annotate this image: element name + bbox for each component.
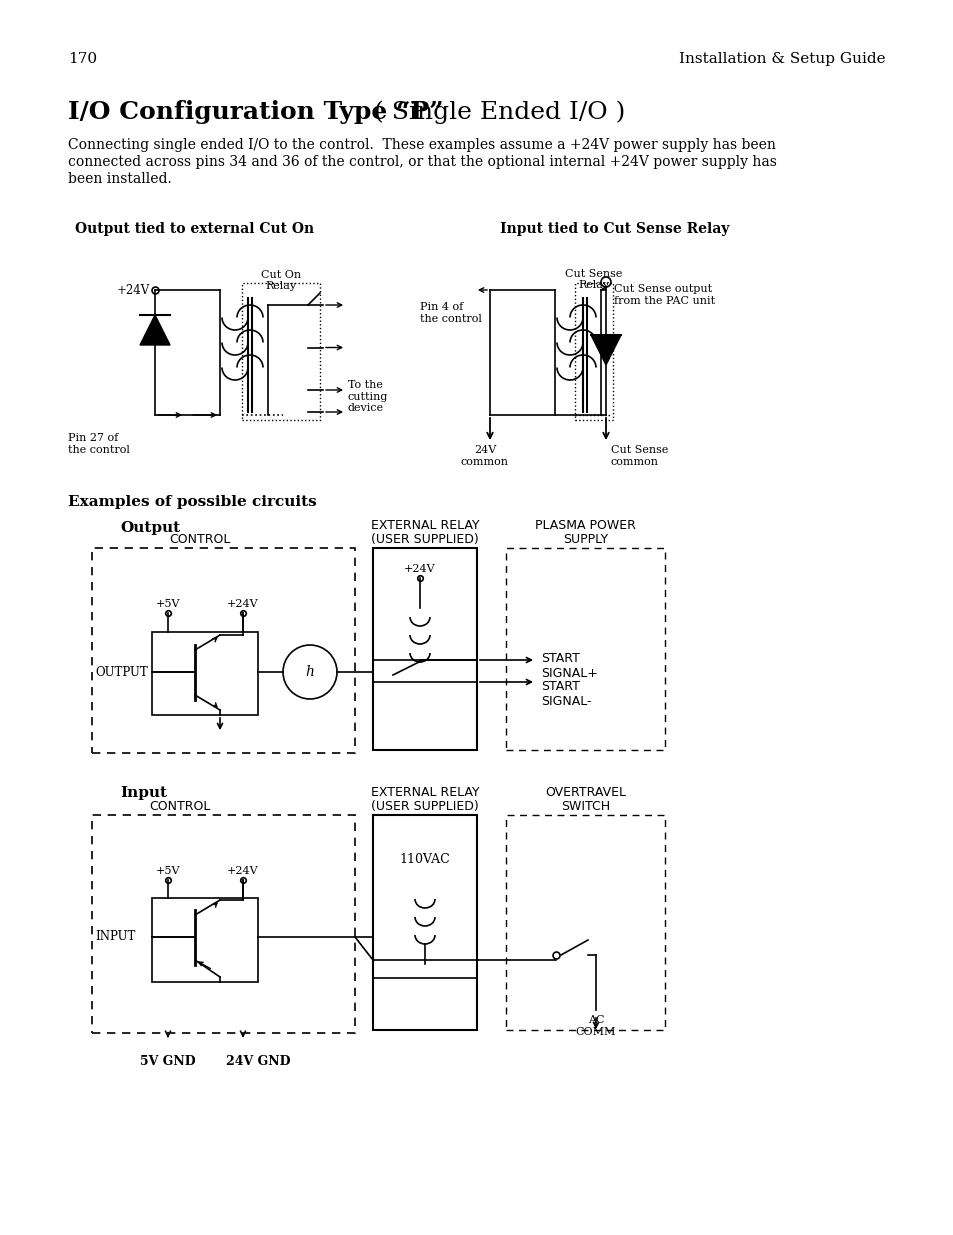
Text: OUTPUT: OUTPUT bbox=[95, 666, 148, 678]
Text: SWITCH: SWITCH bbox=[560, 800, 609, 813]
Text: Cut Sense: Cut Sense bbox=[565, 269, 622, 279]
Text: 24V GND: 24V GND bbox=[226, 1055, 290, 1068]
Bar bbox=[152, 632, 257, 715]
Text: Output tied to external Cut On: Output tied to external Cut On bbox=[75, 222, 314, 236]
Text: INPUT: INPUT bbox=[95, 930, 135, 944]
Text: PLASMA POWER: PLASMA POWER bbox=[535, 519, 636, 532]
Text: Cut Sense output
from the PAC unit: Cut Sense output from the PAC unit bbox=[614, 284, 715, 305]
Bar bbox=[91, 548, 355, 753]
Text: Input tied to Cut Sense Relay: Input tied to Cut Sense Relay bbox=[499, 222, 729, 236]
Bar bbox=[373, 815, 476, 1030]
Text: Pin 27 of
the control: Pin 27 of the control bbox=[68, 433, 130, 454]
Text: +5V: +5V bbox=[155, 599, 180, 609]
Text: 5V GND: 5V GND bbox=[140, 1055, 195, 1068]
Polygon shape bbox=[140, 315, 170, 345]
Text: SUPPLY: SUPPLY bbox=[562, 534, 607, 546]
Text: Output: Output bbox=[120, 521, 180, 535]
Text: EXTERNAL RELAY: EXTERNAL RELAY bbox=[371, 519, 478, 532]
Text: Pin 4 of
the control: Pin 4 of the control bbox=[419, 303, 481, 324]
Text: To the
cutting
device: To the cutting device bbox=[348, 380, 388, 414]
Text: AC
COMM: AC COMM bbox=[576, 1015, 616, 1036]
Text: Examples of possible circuits: Examples of possible circuits bbox=[68, 495, 316, 509]
Text: Input: Input bbox=[120, 785, 167, 800]
Text: been installed.: been installed. bbox=[68, 172, 172, 186]
Text: h: h bbox=[305, 664, 314, 679]
Text: I/O Configuration Type “P”: I/O Configuration Type “P” bbox=[68, 100, 443, 124]
Text: Cut On: Cut On bbox=[261, 270, 301, 280]
Bar bbox=[152, 898, 257, 982]
Bar bbox=[505, 548, 664, 750]
Text: +24V: +24V bbox=[227, 599, 258, 609]
Text: CONTROL: CONTROL bbox=[169, 534, 231, 546]
Text: (USER SUPPLIED): (USER SUPPLIED) bbox=[371, 800, 478, 813]
Text: +24V: +24V bbox=[227, 866, 258, 876]
Text: ( Single Ended I/O ): ( Single Ended I/O ) bbox=[366, 100, 625, 124]
Text: EXTERNAL RELAY: EXTERNAL RELAY bbox=[371, 785, 478, 799]
Text: Connecting single ended I/O to the control.  These examples assume a +24V power : Connecting single ended I/O to the contr… bbox=[68, 138, 775, 152]
Text: Relay: Relay bbox=[265, 282, 296, 291]
Text: 110VAC: 110VAC bbox=[399, 853, 450, 866]
Text: Cut Sense
common: Cut Sense common bbox=[610, 445, 668, 467]
Text: OVERTRAVEL: OVERTRAVEL bbox=[544, 785, 625, 799]
Bar bbox=[575, 283, 613, 420]
Text: Relay: Relay bbox=[578, 280, 609, 290]
Bar bbox=[242, 283, 319, 420]
Text: 170: 170 bbox=[68, 52, 97, 65]
Text: Installation & Setup Guide: Installation & Setup Guide bbox=[679, 52, 885, 65]
Text: +24V: +24V bbox=[116, 284, 150, 296]
Bar bbox=[505, 815, 664, 1030]
Text: 24V
common: 24V common bbox=[460, 445, 509, 467]
Text: connected across pins 34 and 36 of the control, or that the optional internal +2: connected across pins 34 and 36 of the c… bbox=[68, 156, 776, 169]
Text: START
SIGNAL-: START SIGNAL- bbox=[540, 680, 591, 708]
Text: (USER SUPPLIED): (USER SUPPLIED) bbox=[371, 534, 478, 546]
Text: CONTROL: CONTROL bbox=[150, 800, 211, 813]
Bar bbox=[373, 548, 476, 750]
Polygon shape bbox=[590, 335, 620, 366]
Text: +24V: +24V bbox=[404, 564, 436, 574]
Bar bbox=[91, 815, 355, 1032]
Text: +5V: +5V bbox=[155, 866, 180, 876]
Text: START
SIGNAL+: START SIGNAL+ bbox=[540, 652, 598, 680]
